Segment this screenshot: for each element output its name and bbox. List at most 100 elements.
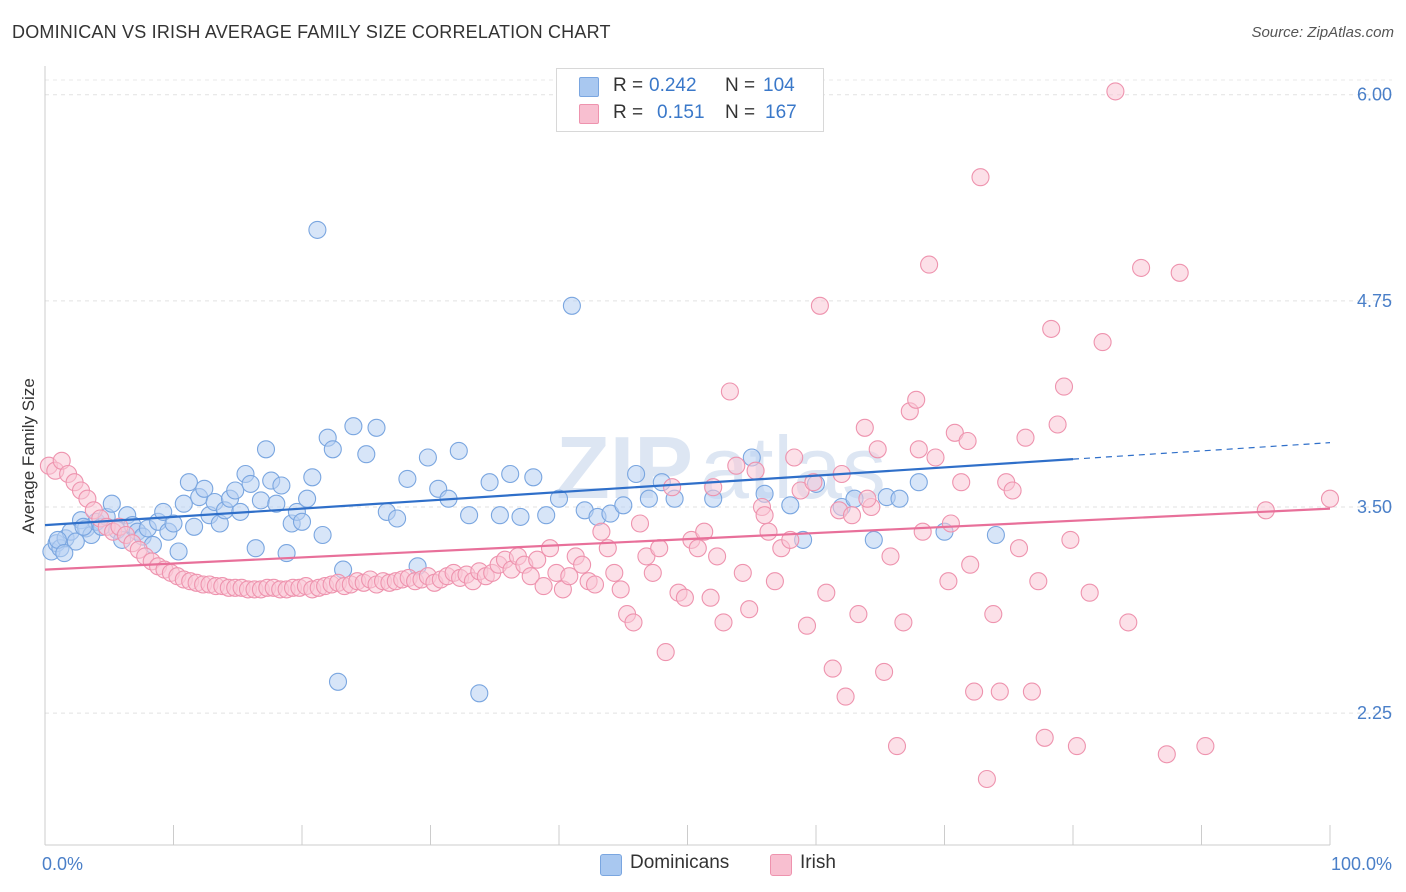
irish-swatch — [579, 104, 599, 124]
dominicans-point — [195, 479, 214, 498]
dominicans-point — [102, 494, 121, 513]
irish-point — [1157, 745, 1176, 764]
dominicans-point — [303, 468, 322, 487]
irish-point — [1029, 572, 1048, 591]
irish-point — [1048, 415, 1067, 434]
n-label: N = — [725, 102, 756, 123]
irish-point — [733, 563, 752, 582]
dominicans-point — [562, 296, 581, 315]
irish-point — [592, 522, 611, 541]
irish-point — [755, 506, 774, 525]
irish-point — [990, 682, 1009, 701]
irish-point — [1022, 682, 1041, 701]
irish-point — [1067, 737, 1086, 756]
dominicans-point — [398, 469, 417, 488]
irish-point — [804, 473, 823, 492]
dominicans-point — [164, 514, 183, 533]
x-tick-label: 100.0% — [1331, 854, 1392, 874]
source-label: Source: ZipAtlas.com — [1251, 24, 1394, 41]
irish-point — [894, 613, 913, 632]
irish-point — [836, 687, 855, 706]
dominicans-point — [226, 481, 245, 500]
irish-point — [611, 580, 630, 599]
dominicans-point — [185, 517, 204, 536]
y-tick-label: 6.00 — [1357, 85, 1392, 105]
irish-point — [1320, 489, 1340, 508]
irish-point — [727, 456, 746, 475]
irish-points — [39, 82, 1340, 789]
dominicans-point — [328, 672, 348, 691]
irish-point — [842, 506, 862, 525]
irish-point — [875, 662, 894, 681]
dominicans-point — [986, 525, 1005, 545]
dominicans-point — [627, 464, 646, 484]
irish-point — [941, 514, 960, 533]
irish-point — [1003, 481, 1022, 500]
dominicans-point — [490, 506, 509, 525]
dominicans-point — [298, 489, 317, 508]
irish-point — [971, 168, 990, 187]
irish-point — [1061, 530, 1080, 549]
r-label: R = — [613, 102, 644, 123]
irish-legend-label: Irish — [800, 852, 836, 873]
dominicans-point — [313, 525, 332, 545]
irish-point — [907, 390, 926, 409]
n-label: N = — [725, 75, 756, 96]
dominicans-point — [74, 517, 93, 536]
irish-point — [695, 522, 714, 541]
irish-point — [913, 522, 932, 541]
n-value: 167 — [765, 102, 797, 123]
irish-point — [1080, 583, 1099, 602]
r-label: R = — [613, 75, 644, 96]
irish-point — [810, 296, 829, 315]
irish-point — [926, 448, 945, 467]
chart-title: DOMINICAN VS IRISH AVERAGE FAMILY SIZE C… — [12, 22, 611, 42]
dominicans-point — [601, 504, 620, 523]
irish-point — [746, 461, 765, 480]
irish-point — [1042, 319, 1061, 338]
dominicans-point — [308, 220, 327, 239]
dominicans-point — [909, 473, 928, 492]
irish-point — [1009, 539, 1029, 558]
dominicans-point — [344, 417, 363, 436]
irish-point — [585, 575, 605, 594]
irish-point — [720, 382, 739, 401]
irish-point — [688, 539, 707, 558]
dominicans-point — [781, 496, 800, 515]
irish-point — [1016, 428, 1035, 447]
irish-point — [540, 539, 560, 558]
irish-point — [1054, 377, 1074, 396]
irish-point — [858, 489, 877, 508]
irish-point — [624, 613, 643, 632]
irish-point — [643, 563, 662, 582]
irish-point — [630, 514, 650, 533]
dominicans-point — [55, 544, 74, 563]
dominicans-point — [256, 440, 276, 459]
dominicans-swatch — [579, 77, 599, 97]
irish-point — [965, 682, 984, 701]
irish-point — [785, 448, 804, 467]
dominicans-point — [549, 489, 569, 508]
irish-point — [1093, 333, 1112, 352]
irish-point — [849, 605, 868, 624]
irish-point — [958, 431, 977, 451]
irish-point — [984, 605, 1003, 624]
dominicans-point — [537, 506, 556, 525]
irish-point — [823, 659, 842, 678]
irish-point — [1170, 263, 1189, 282]
irish-point — [573, 555, 592, 574]
irish-point — [765, 572, 784, 591]
irish-point — [675, 588, 694, 607]
dominicans-point — [66, 532, 85, 551]
axes — [44, 66, 1331, 846]
irish-point — [1196, 737, 1215, 756]
irish-point — [781, 530, 800, 549]
irish-point — [855, 418, 874, 437]
dominicans-point — [480, 473, 499, 492]
irish-point — [791, 481, 810, 500]
irish-point — [605, 563, 624, 582]
dominicans-point — [460, 506, 479, 525]
dominicans-point — [890, 489, 909, 508]
dominicans-point — [614, 496, 633, 515]
